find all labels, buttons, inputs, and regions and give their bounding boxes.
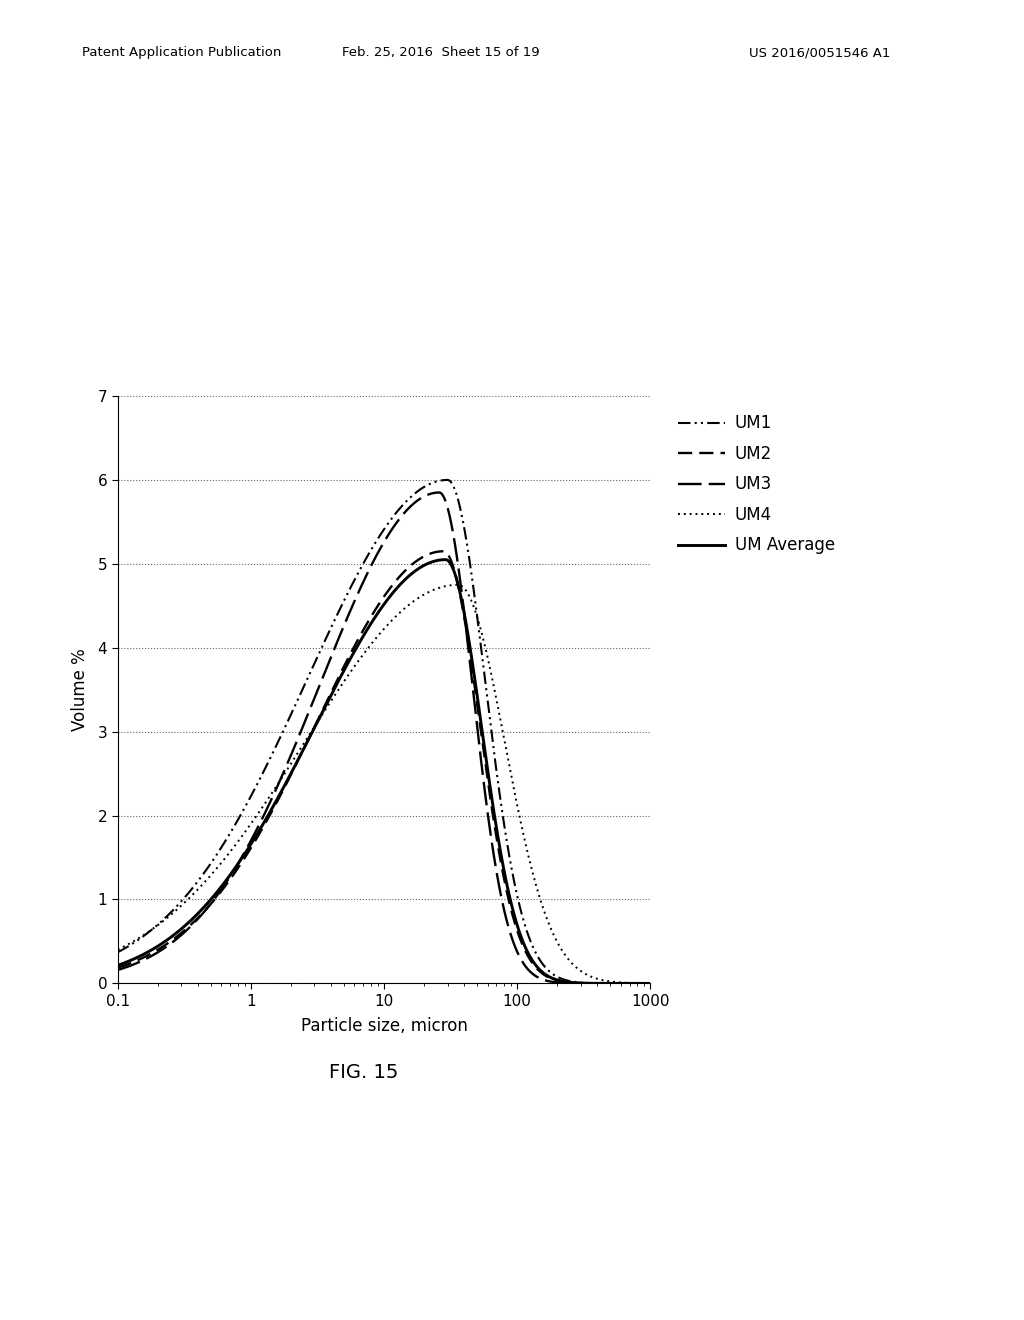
UM Average	[644, 975, 656, 991]
X-axis label: Particle size, micron: Particle size, micron	[301, 1018, 467, 1035]
UM1	[644, 975, 656, 991]
Y-axis label: Volume %: Volume %	[72, 648, 89, 731]
UM3	[644, 975, 656, 991]
UM2	[644, 975, 656, 991]
UM2	[112, 960, 124, 975]
Line: UM4: UM4	[118, 585, 650, 983]
UM3	[208, 891, 220, 907]
UM1	[458, 520, 470, 536]
UM Average	[550, 972, 562, 987]
UM3	[509, 939, 521, 954]
Line: UM1: UM1	[118, 480, 650, 983]
UM3	[433, 484, 445, 500]
UM4	[550, 931, 562, 946]
UM4	[458, 581, 470, 597]
UM Average	[431, 553, 443, 569]
UM4	[112, 941, 124, 957]
Text: FIG. 15: FIG. 15	[329, 1063, 398, 1081]
UM3	[112, 962, 124, 978]
UM1	[509, 879, 521, 895]
UM1	[550, 968, 562, 983]
UM4	[509, 788, 521, 804]
UM1	[441, 473, 454, 488]
UM2	[208, 892, 220, 908]
Text: Feb. 25, 2016  Sheet 15 of 19: Feb. 25, 2016 Sheet 15 of 19	[342, 46, 539, 59]
UM1	[208, 850, 220, 866]
UM4	[644, 975, 656, 991]
UM2	[315, 705, 328, 721]
UM Average	[112, 957, 124, 973]
UM3	[431, 484, 443, 500]
UM4	[431, 581, 443, 597]
Legend: UM1, UM2, UM3, UM4, UM Average: UM1, UM2, UM3, UM4, UM Average	[672, 408, 842, 561]
UM2	[550, 972, 562, 987]
UM1	[431, 474, 443, 490]
UM Average	[315, 706, 328, 722]
Line: UM3: UM3	[118, 492, 650, 983]
UM3	[550, 974, 562, 990]
Text: Patent Application Publication: Patent Application Publication	[82, 46, 282, 59]
Text: US 2016/0051546 A1: US 2016/0051546 A1	[749, 46, 890, 59]
UM3	[315, 673, 328, 689]
UM Average	[439, 552, 452, 568]
UM2	[458, 609, 470, 624]
UM4	[208, 863, 220, 879]
UM1	[315, 640, 328, 656]
UM3	[458, 605, 470, 620]
UM4	[315, 708, 328, 723]
Line: UM Average: UM Average	[118, 560, 650, 983]
UM4	[452, 577, 464, 593]
UM2	[437, 544, 450, 560]
UM Average	[509, 911, 521, 927]
UM Average	[208, 887, 220, 903]
Line: UM2: UM2	[118, 552, 650, 983]
UM Average	[458, 605, 470, 620]
UM2	[509, 916, 521, 932]
UM1	[112, 944, 124, 960]
UM2	[431, 544, 443, 560]
